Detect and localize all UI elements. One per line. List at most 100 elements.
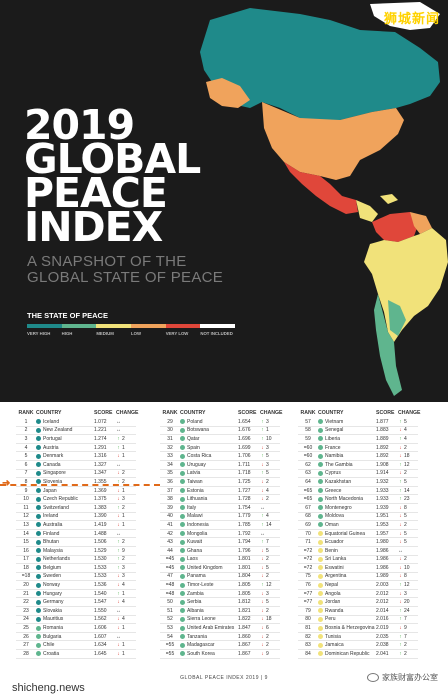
subtitle-line: GLOBAL STATE OF PEACE (27, 269, 224, 286)
country-name: Ireland (43, 513, 59, 520)
country-cell: Botswana (180, 427, 238, 433)
arrow-down-icon: ↓ (117, 625, 120, 632)
rank-cell: 68 (305, 513, 311, 520)
change-value: 9 (404, 625, 407, 632)
country-name: Bhutan (43, 539, 59, 546)
change-value: 5 (266, 564, 269, 571)
peace-level-dot-icon (318, 522, 323, 528)
rank-cell: 52 (167, 616, 173, 623)
change-cell: ↑ 2 (116, 436, 136, 442)
table-row: =77 Angola 2.012 ↓ 3 (298, 590, 418, 599)
peace-level-dot-icon (180, 548, 185, 554)
peace-level-dot-icon (180, 488, 185, 494)
score-cell: 2.035 (376, 633, 389, 640)
peace-level-dot-icon (36, 539, 41, 545)
report-title: 2019 GLOBAL PEACE INDEX (24, 105, 201, 248)
ranking-tables: RANK COUNTRY SCORE CHANGE 1 Iceland 1.072 ↔ 2 New… (0, 408, 448, 674)
arrow-up-icon: ↑ (399, 461, 402, 468)
table-row: =48 Zambia 1.805 ↓ 3 (160, 590, 280, 599)
peace-level-dot-icon (36, 427, 41, 433)
arrow-down-icon: ↓ (261, 599, 264, 606)
country-cell: Norway (36, 582, 94, 588)
change-cell: ↓ 2 (260, 634, 280, 640)
country-name: Slovakia (43, 607, 62, 614)
peace-level-dot-icon (318, 591, 323, 597)
change-cell: ↓ 5 (398, 539, 418, 545)
peace-level-dot-icon (318, 608, 323, 614)
table-row: 16 Malaysia 1.529 ↑ 9 (16, 547, 136, 556)
watermark-text: 家族财富办公室 (382, 673, 438, 682)
arrow-up-icon: ↑ (117, 435, 120, 442)
header-country: COUNTRY (180, 410, 206, 416)
change-cell: ↑ 4 (398, 436, 418, 442)
country-name: Serbia (187, 599, 202, 606)
score-cell: 1.419 (94, 521, 107, 528)
country-name: Netherlands (43, 556, 70, 563)
arrow-both-icon: ↔ (116, 461, 121, 468)
country-cell: Namibia (318, 453, 376, 459)
country-name: New Zealand (43, 427, 73, 434)
country-name: Laos (187, 556, 198, 563)
change-cell: ↓ 2 (398, 445, 418, 451)
table-row: =72 Sri Lanka 1.986 ↓ 2 (298, 556, 418, 565)
arrow-down-icon: ↓ (261, 625, 264, 632)
change-cell: ↓ 2 (398, 522, 418, 528)
table-row: 50 Serbia 1.812 ↓ 5 (160, 598, 280, 608)
country-name: Iceland (43, 418, 60, 425)
peace-level-dot-icon (180, 531, 185, 537)
change-cell: ↑ 7 (398, 634, 418, 640)
change-cell: ↑ 14 (398, 488, 418, 494)
arrow-down-icon: ↓ (399, 530, 402, 537)
rank-cell: 13 (23, 521, 29, 528)
rank-cell: 37 (167, 487, 173, 494)
rank-cell: 12 (23, 513, 29, 520)
rank-cell: 75 (305, 573, 311, 580)
table-row: 47 Panama 1.804 ↓ 2 (160, 573, 280, 582)
score-cell: 1.533 (94, 564, 107, 571)
change-cell: ↓ 2 (398, 470, 418, 476)
peace-level-dot-icon (180, 599, 185, 605)
country-cell: Hungary (36, 591, 94, 597)
country-cell: Oman (318, 522, 376, 528)
score-cell: 1.316 (94, 453, 107, 460)
peace-level-dot-icon (318, 436, 323, 442)
peace-level-dot-icon (180, 573, 185, 579)
peace-level-dot-icon (318, 651, 323, 657)
country-cell: Czech Republic (36, 496, 94, 502)
rank-cell: 76 (305, 582, 311, 589)
country-name: Eswatini (325, 564, 344, 571)
change-value: 4 (122, 599, 125, 606)
country-name: Croatia (43, 650, 60, 657)
country-name: Mongolia (187, 530, 208, 537)
table-row: 36 Taiwan 1.725 ↓ 2 (160, 478, 280, 487)
change-cell: ↓ 18 (260, 616, 280, 622)
table-row: =77 Jordan 2.012 ↓ 20 (298, 598, 418, 608)
change-cell: ↑ 2 (398, 651, 418, 657)
country-name: Singapore (43, 470, 66, 477)
country-name: Denmark (43, 453, 64, 460)
score-cell: 1.986 (376, 547, 389, 554)
country-cell: Tanzania (180, 634, 238, 640)
country-cell: Nepal (318, 582, 376, 588)
table-row: 32 Spain 1.699 ↓ 3 (160, 444, 280, 453)
score-cell: 1.327 (94, 461, 107, 468)
country-cell: Jordan (318, 599, 376, 605)
country-cell: Germany (36, 599, 94, 605)
change-cell: ↑ 7 (260, 539, 280, 545)
country-cell: Argentina (318, 573, 376, 579)
change-cell: ↑ 1 (116, 591, 136, 597)
peace-level-dot-icon (180, 453, 185, 459)
country-name: The Gambia (325, 461, 353, 468)
score-cell: 1.805 (238, 582, 251, 589)
table-row: 68 Moldova 1.951 ↓ 5 (298, 513, 418, 522)
score-cell: 1.822 (238, 616, 251, 623)
peace-level-dot-icon (180, 616, 185, 622)
change-value: 2 (122, 435, 125, 442)
arrow-up-icon: ↑ (399, 582, 402, 589)
rank-cell: 27 (23, 642, 29, 649)
change-value: 4 (266, 487, 269, 494)
change-cell: ↓ 1 (116, 642, 136, 648)
rank-cell: 31 (167, 435, 173, 442)
change-cell: ↓ 10 (398, 565, 418, 571)
change-cell: ↔ (116, 634, 136, 640)
